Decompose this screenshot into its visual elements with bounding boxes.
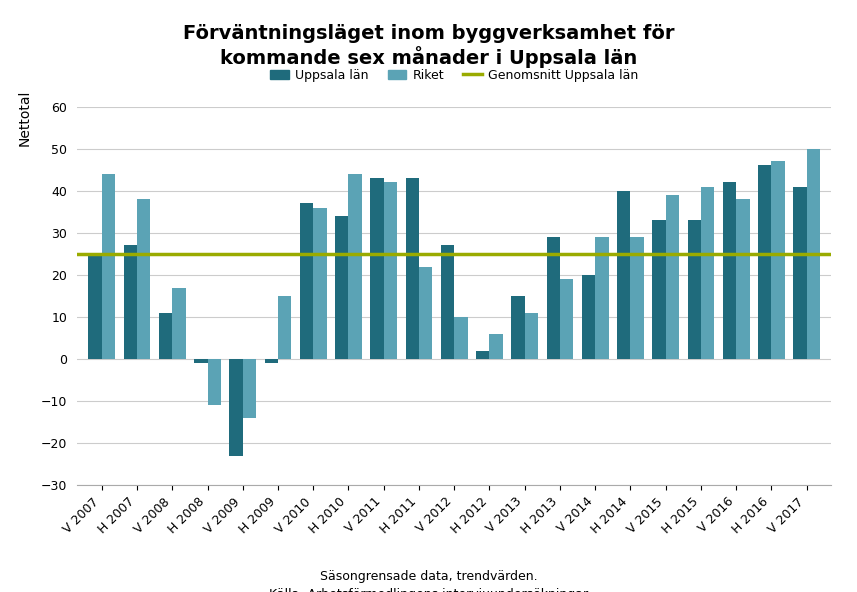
Bar: [794, 186, 806, 359]
Bar: [384, 182, 397, 359]
Bar: [349, 174, 362, 359]
Bar: [454, 317, 468, 359]
Bar: [102, 174, 115, 359]
Bar: [300, 204, 314, 359]
Bar: [195, 359, 207, 363]
Bar: [172, 288, 186, 359]
Bar: [736, 199, 750, 359]
Bar: [631, 237, 644, 359]
Bar: [652, 220, 666, 359]
Bar: [489, 334, 503, 359]
Bar: [230, 359, 243, 456]
Bar: [560, 279, 573, 359]
Bar: [335, 216, 349, 359]
Bar: [722, 182, 736, 359]
Bar: [419, 266, 433, 359]
Bar: [582, 275, 595, 359]
Text: Säsongrensade data, trendvärden.: Säsongrensade data, trendvärden.: [320, 570, 537, 583]
Bar: [758, 166, 771, 359]
Bar: [265, 359, 278, 363]
Bar: [524, 313, 538, 359]
Bar: [512, 296, 524, 359]
Bar: [771, 161, 785, 359]
Bar: [314, 208, 327, 359]
Legend: Uppsala län, Riket, Genomsnitt Uppsala län: Uppsala län, Riket, Genomsnitt Uppsala l…: [266, 63, 643, 86]
Bar: [440, 246, 454, 359]
Bar: [595, 237, 608, 359]
Bar: [278, 296, 291, 359]
Bar: [687, 220, 701, 359]
Bar: [806, 149, 820, 359]
Bar: [123, 246, 137, 359]
Bar: [243, 359, 256, 418]
Bar: [617, 191, 631, 359]
Bar: [547, 237, 560, 359]
Bar: [476, 350, 489, 359]
Bar: [88, 254, 102, 359]
Bar: [701, 186, 714, 359]
Bar: [159, 313, 172, 359]
Text: Förväntningsläget inom byggverksamhet för
kommande sex månader i Uppsala län: Förväntningsläget inom byggverksamhet fö…: [183, 24, 674, 68]
Bar: [370, 178, 384, 359]
Text: Källa: Arbetsförmedlingens intervjuundersökningar: Källa: Arbetsförmedlingens intervjuunder…: [269, 588, 588, 592]
Bar: [207, 359, 221, 406]
Bar: [405, 178, 419, 359]
Bar: [666, 195, 679, 359]
Bar: [137, 199, 151, 359]
Y-axis label: Nettotal: Nettotal: [18, 90, 32, 146]
